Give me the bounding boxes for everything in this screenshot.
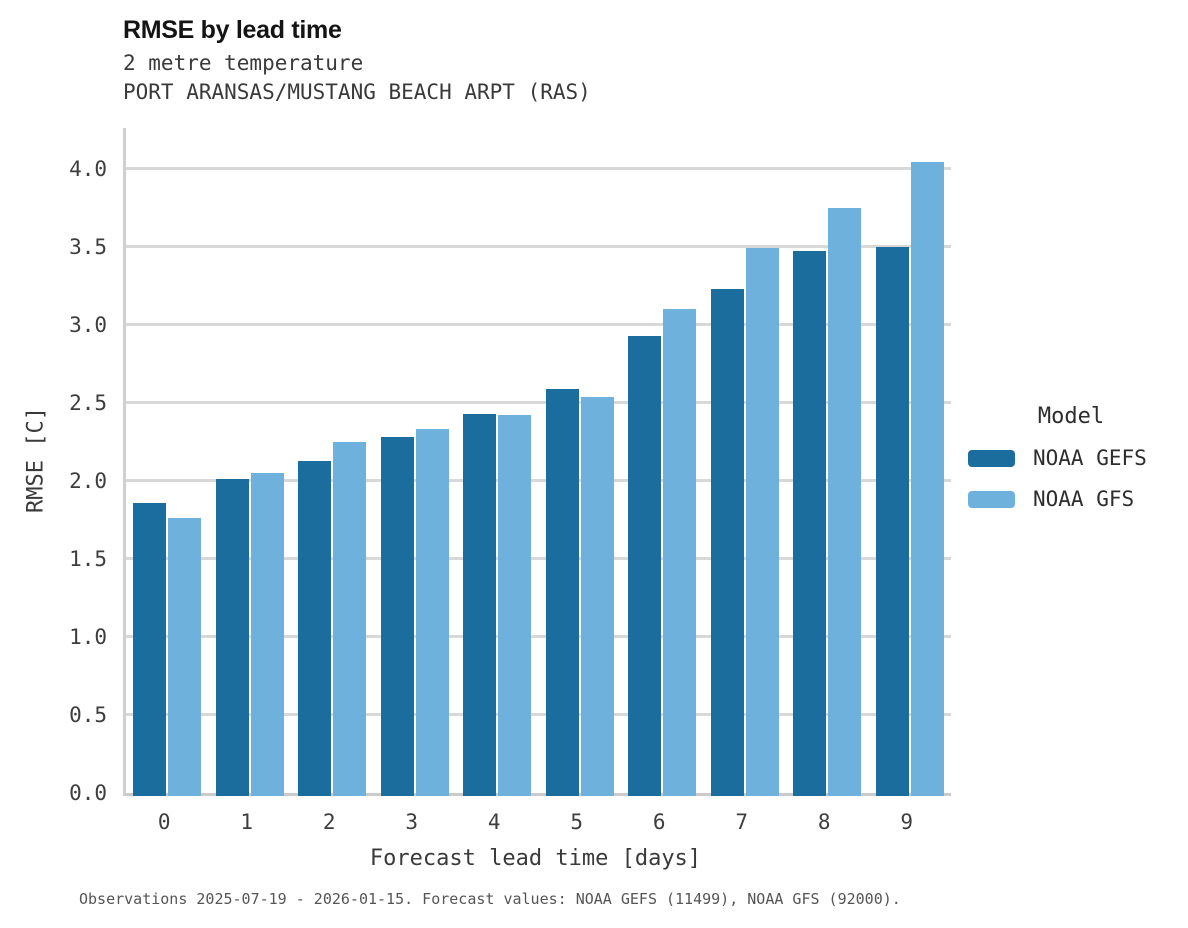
bar-noaa-gefs-day-9 [875, 246, 909, 796]
bar-noaa-gefs-day-6 [628, 335, 662, 796]
y-tick-label: 4.0 [69, 156, 107, 181]
bar-noaa-gefs-day-4 [463, 413, 497, 796]
y-tick-label: 2.0 [69, 468, 107, 493]
chart-title: RMSE by lead time [123, 16, 342, 44]
bar-noaa-gefs-day-8 [793, 251, 827, 796]
x-tick-label: 7 [735, 810, 749, 834]
bar-noaa-gfs-day-3 [415, 429, 449, 796]
plot-area [123, 128, 951, 796]
legend-swatch-noaa-gfs [968, 490, 1015, 508]
legend: Model NOAA GEFS NOAA GFS [962, 404, 1180, 528]
gridline [126, 323, 951, 327]
x-tick-label: 8 [817, 810, 831, 834]
bar-noaa-gfs-day-7 [745, 248, 779, 796]
chart-subtitle-variable: 2 metre temperature [123, 51, 364, 75]
legend-items: NOAA GEFS NOAA GFS [962, 446, 1180, 511]
gridline [126, 635, 951, 639]
x-tick-label: 3 [405, 810, 419, 834]
y-tick-label: 2.5 [69, 390, 107, 415]
gridline [126, 713, 951, 717]
gridline [126, 401, 951, 405]
footnote: Observations 2025-07-19 - 2026-01-15. Fo… [79, 890, 901, 908]
bar-noaa-gfs-day-0 [168, 518, 202, 796]
bar-noaa-gefs-day-2 [298, 460, 332, 796]
legend-title: Model [1037, 404, 1105, 429]
bar-noaa-gefs-day-5 [545, 388, 579, 796]
gridline [126, 557, 951, 561]
legend-item-noaa-gefs: NOAA GEFS [962, 446, 1180, 470]
bar-noaa-gfs-day-6 [663, 309, 697, 796]
x-tick-label: 1 [240, 810, 254, 834]
y-tick-label: 1.0 [69, 624, 107, 649]
bar-noaa-gfs-day-5 [580, 396, 614, 796]
bar-noaa-gfs-day-8 [828, 207, 862, 796]
x-tick-label: 5 [570, 810, 584, 834]
y-tick-label: 0.5 [69, 702, 107, 727]
legend-label: NOAA GFS [1033, 487, 1135, 511]
x-tick-label: 4 [487, 810, 501, 834]
bar-noaa-gfs-day-9 [910, 162, 944, 796]
x-axis-label: Forecast lead time [days] [369, 846, 702, 871]
x-tick-label: 0 [157, 810, 171, 834]
gridline [126, 167, 951, 171]
bar-noaa-gefs-day-0 [133, 502, 167, 796]
y-tick-label: 3.0 [69, 312, 107, 337]
x-tick-label: 9 [900, 810, 914, 834]
y-tick-label: 1.5 [69, 546, 107, 571]
y-tick-label: 3.5 [69, 234, 107, 259]
bar-noaa-gefs-day-3 [380, 437, 414, 796]
bar-noaa-gfs-day-1 [250, 473, 284, 796]
x-tick-label: 6 [652, 810, 666, 834]
legend-label: NOAA GEFS [1033, 446, 1147, 470]
x-tick-label: 2 [322, 810, 336, 834]
bar-noaa-gefs-day-1 [215, 479, 249, 796]
y-axis-label: RMSE [C] [23, 407, 49, 513]
chart-subtitle-station: PORT ARANSAS/MUSTANG BEACH ARPT (RAS) [123, 80, 591, 104]
bar-noaa-gefs-day-7 [710, 288, 744, 796]
bar-noaa-gfs-day-2 [333, 441, 367, 796]
gridline [126, 479, 951, 483]
bar-noaa-gfs-day-4 [498, 415, 532, 796]
legend-item-noaa-gfs: NOAA GFS [962, 487, 1180, 511]
y-tick-label: 0.0 [69, 781, 107, 805]
legend-swatch-noaa-gefs [968, 449, 1015, 467]
gridline [126, 245, 951, 249]
